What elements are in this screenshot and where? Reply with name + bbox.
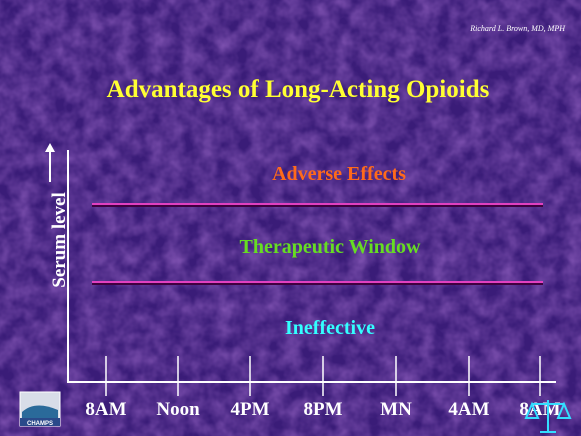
scale-icon (524, 400, 572, 433)
y-axis-label: Serum level (49, 192, 70, 288)
x-tick-label: 4PM (230, 399, 269, 420)
x-tick-label: 8PM (303, 399, 342, 420)
zone-label: Ineffective (285, 317, 375, 339)
x-tick-label: 4AM (448, 399, 489, 420)
title: Advantages of Long-Acting Opioids (107, 76, 490, 103)
zone-label: Therapeutic Window (240, 236, 422, 258)
logo-band (20, 418, 60, 426)
y-arrow-head (45, 143, 55, 152)
logo-wave (22, 405, 58, 418)
zone-label: Adverse Effects (272, 163, 406, 185)
x-tick-label: Noon (156, 399, 200, 420)
author: Richard L. Brown, MD, MPH (469, 24, 566, 33)
x-tick-label: 8AM (85, 399, 126, 420)
logo-text: CHAMPS (27, 421, 53, 427)
x-tick-label: MN (380, 399, 412, 420)
